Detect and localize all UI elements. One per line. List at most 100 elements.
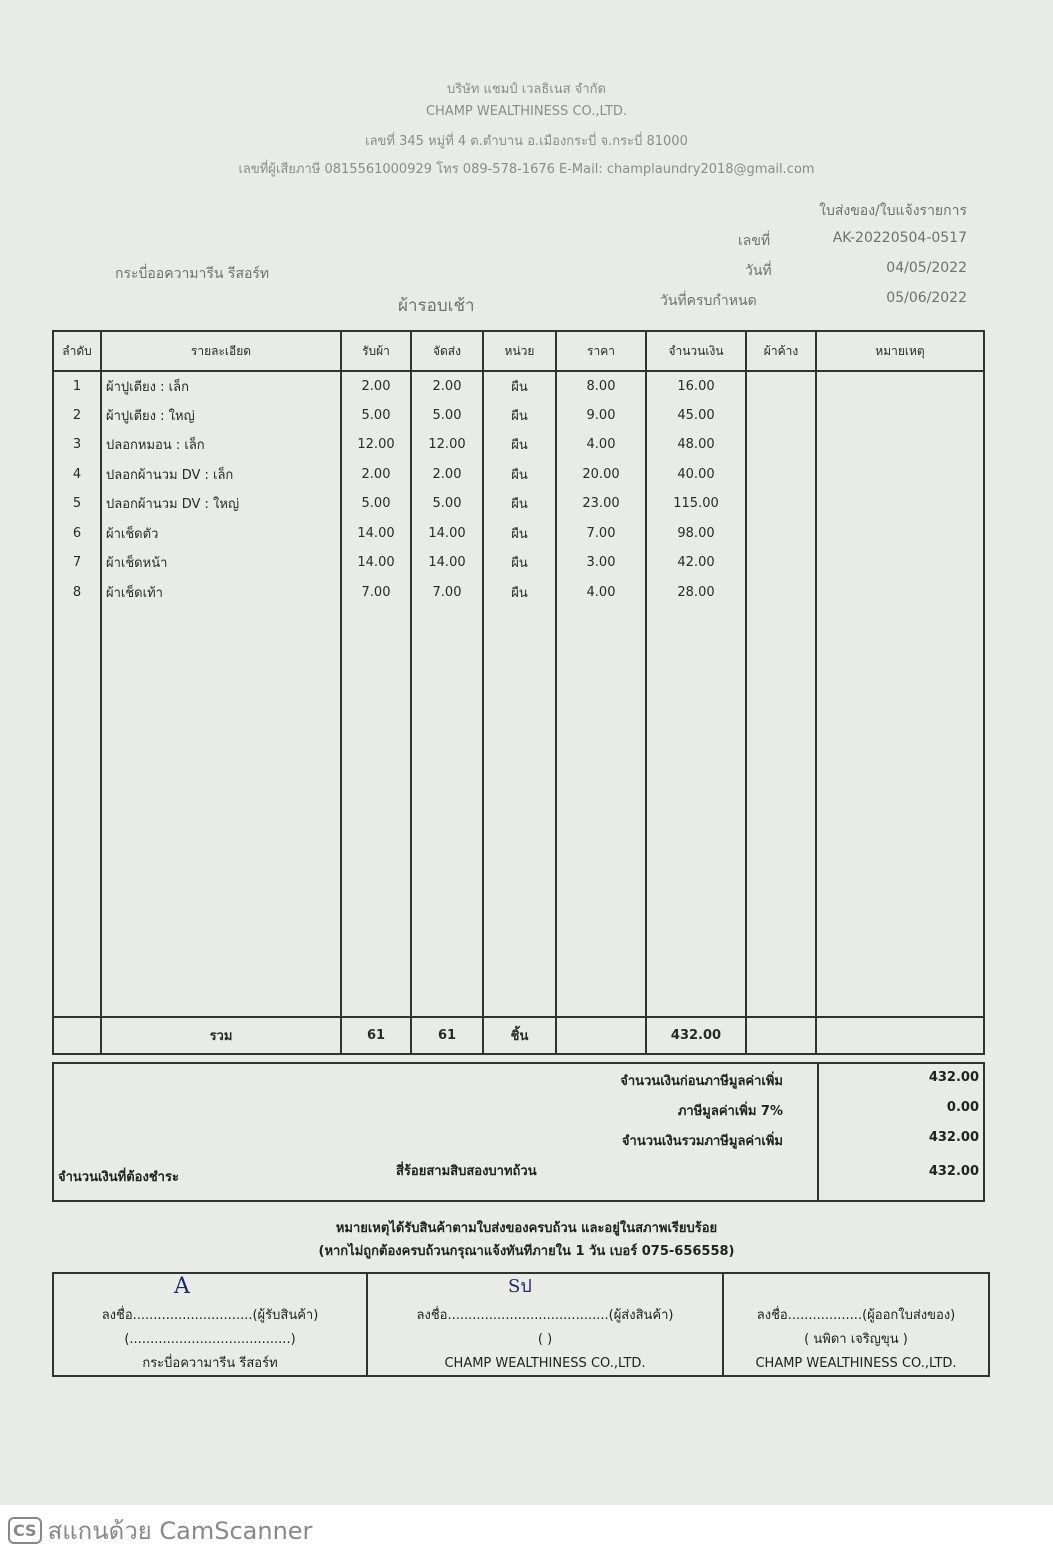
- cell: [745, 459, 817, 489]
- cell: [745, 548, 817, 578]
- scanned-page: บริษัท แชมป์ เวลธิเนส จำกัด CHAMP WEALTH…: [52, 82, 990, 1377]
- amount-due-value: 432.00: [928, 1164, 979, 1179]
- column-header: ลำดับ: [52, 330, 102, 372]
- cell: [815, 548, 985, 578]
- note-line-2: (หากไม่ถูกต้องครบถ้วนกรุณาแจ้งทันทีภายใน…: [318, 1244, 735, 1259]
- total-cell: รวม: [100, 1016, 342, 1055]
- signer-org: CHAMP WEALTHINESS CO.,LTD.: [755, 1356, 957, 1371]
- cell: 8.00: [555, 371, 647, 401]
- total-cell: [555, 1016, 647, 1055]
- cell: 8: [52, 577, 102, 607]
- handwritten-signature: A: [174, 1274, 190, 1299]
- cell: ผ้าเช็ดเท้า: [100, 577, 342, 607]
- cell: ปลอกหมอน : เล็ก: [100, 430, 342, 460]
- cell: [815, 371, 985, 401]
- cell: 48.00: [645, 430, 747, 460]
- cell: ผ้าปูเตียง : ใหญ่: [100, 400, 342, 430]
- cell: 12.00: [340, 430, 412, 460]
- table-row: 3 ปลอกหมอน : เล็ก 12.00 12.00 ผืน 4.00 48.00: [52, 430, 985, 460]
- doc-no: AK-20220504-0517: [832, 230, 967, 246]
- sender-signature: Sป ลงชื่อ...............................…: [368, 1274, 724, 1375]
- cell: ผืน: [482, 548, 557, 578]
- watermark-text: สแกนด้วย CamScanner: [47, 1516, 313, 1545]
- cell: 23.00: [555, 489, 647, 519]
- vat-label: ภาษีมูลค่าเพิ่ม 7%: [677, 1104, 783, 1119]
- total-cell: ชิ้น: [482, 1016, 557, 1055]
- cell: [745, 489, 817, 519]
- total-cell: 432.00: [645, 1016, 747, 1055]
- signer-org: กระบี่อความารีน รีสอร์ท: [142, 1356, 278, 1371]
- empty-rows: [52, 607, 985, 1017]
- signature-line: ลงชื่อ..................(ผู้ออกใบส่งของ): [756, 1308, 956, 1323]
- cell: [815, 489, 985, 519]
- cell: 7.00: [555, 518, 647, 548]
- table-row: 5 ปลอกผ้านวม DV : ใหญ่ 5.00 5.00 ผืน 23.00 115…: [52, 489, 985, 519]
- camscanner-watermark: CS สแกนด้วย CamScanner: [0, 1505, 1053, 1555]
- cell: ผืน: [482, 518, 557, 548]
- table-row: 2 ผ้าปูเตียง : ใหญ่ 5.00 5.00 ผืน 9.00 45.00: [52, 400, 985, 430]
- cell: 14.00: [410, 548, 484, 578]
- cell: [815, 400, 985, 430]
- cell: [555, 607, 647, 1017]
- cell: 1: [52, 371, 102, 401]
- signer-org: CHAMP WEALTHINESS CO.,LTD.: [444, 1356, 646, 1371]
- customer-name: กระบี่ออความารีน รีสอร์ท: [115, 266, 270, 282]
- cell: ผ้าเช็ดหน้า: [100, 548, 342, 578]
- total-cell: [52, 1016, 102, 1055]
- issuer-signature: ลงชื่อ..................(ผู้ออกใบส่งของ)…: [724, 1274, 988, 1375]
- total-cell: 61: [410, 1016, 484, 1055]
- total-row: รวม 61 61 ชิ้น 432.00: [52, 1016, 985, 1055]
- column-header: ผ้าค้าง: [745, 330, 817, 372]
- divider: [817, 1064, 819, 1200]
- cell: [815, 607, 985, 1017]
- camscanner-logo-icon: CS: [8, 1516, 42, 1544]
- receiver-signature: A ลงชื่อ.............................(ผู…: [54, 1274, 368, 1375]
- table-row: 7 ผ้าเช็ดหน้า 14.00 14.00 ผืน 3.00 42.00: [52, 548, 985, 578]
- note-line-1: หมายเหตุได้รับสินค้าตามใบส่งของครบถ้วน แ…: [335, 1221, 718, 1236]
- cell: [745, 430, 817, 460]
- cell: [482, 607, 557, 1017]
- cell: 2: [52, 400, 102, 430]
- summary-box: จำนวนเงินก่อนภาษีมูลค่าเพิ่ม 432.00 ภาษี…: [52, 1062, 985, 1202]
- cell: 6: [52, 518, 102, 548]
- table-row: 8 ผ้าเช็ดเท้า 7.00 7.00 ผืน 4.00 28.00: [52, 577, 985, 607]
- signer-name: ( นพิดา เจริญขุน ): [804, 1332, 908, 1347]
- cell: 7.00: [410, 577, 484, 607]
- cell: 2.00: [410, 459, 484, 489]
- cell: [410, 607, 484, 1017]
- cell: ผืน: [482, 400, 557, 430]
- cell: 4.00: [555, 430, 647, 460]
- cell: [645, 607, 747, 1017]
- cell: ผืน: [482, 459, 557, 489]
- cell: 4.00: [555, 577, 647, 607]
- cell: 5: [52, 489, 102, 519]
- table-row: 4 ปลอกผ้านวม DV : เล็ก 2.00 2.00 ผืน 20.00 40.…: [52, 459, 985, 489]
- incl-vat-value: 432.00: [928, 1130, 979, 1145]
- cell: ผืน: [482, 577, 557, 607]
- cell: 42.00: [645, 548, 747, 578]
- amount-in-words: สี่ร้อยสามสิบสองบาทถ้วน: [396, 1164, 537, 1179]
- company-name-th: บริษัท แชมป์ เวลธิเนส จำกัด: [447, 82, 606, 97]
- cell: 28.00: [645, 577, 747, 607]
- cell: ผ้าปูเตียง : เล็ก: [100, 371, 342, 401]
- due-label: วันที่ครบกำหนด: [660, 293, 757, 309]
- round-label: ผ้ารอบเช้า: [398, 296, 475, 316]
- cell: 5.00: [410, 400, 484, 430]
- cell: ปลอกผ้านวม DV : เล็ก: [100, 459, 342, 489]
- total-cell: 61: [340, 1016, 412, 1055]
- table-row: 6 ผ้าเช็ดตัว 14.00 14.00 ผืน 7.00 98.00: [52, 518, 985, 548]
- cell: 5.00: [410, 489, 484, 519]
- column-header: รายละเอียด: [100, 330, 342, 372]
- cell: 9.00: [555, 400, 647, 430]
- cell: 5.00: [340, 489, 412, 519]
- table-row: 1 ผ้าปูเตียง : เล็ก 2.00 2.00 ผืน 8.00 16.00: [52, 371, 985, 401]
- cell: [815, 430, 985, 460]
- items-table: ลำดับ รายละเอียด รับผ้า จัดส่ง หน่วย ราคา จำนว…: [52, 330, 985, 1055]
- pre-vat-value: 432.00: [928, 1070, 979, 1085]
- cell: [745, 518, 817, 548]
- column-header: รับผ้า: [340, 330, 412, 372]
- cell: 4: [52, 459, 102, 489]
- cell: ผ้าเช็ดตัว: [100, 518, 342, 548]
- cell: [745, 400, 817, 430]
- cell: [52, 607, 102, 1017]
